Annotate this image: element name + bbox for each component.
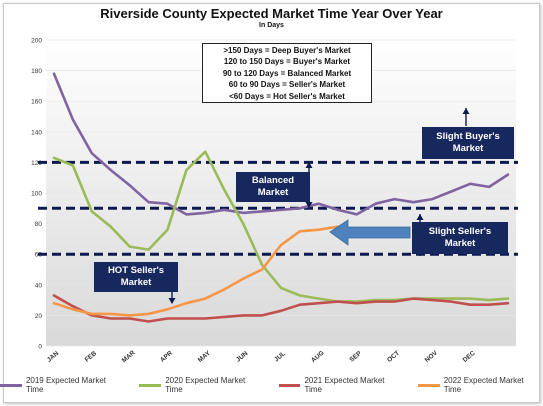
x-tick-labels: JAN FEB MAR APR MAY JUN JUL AUG SEP OCT NOV DEC — [46, 349, 477, 364]
legend-item-2019: 2019 Expected Market Time — [0, 376, 125, 394]
legend-item-2021: 2021 Expected Market Time — [278, 376, 404, 394]
definition-line: >150 Days = Deep Buyer's Market — [223, 46, 351, 55]
zone-label-hot: HOT Seller's Market — [94, 262, 178, 292]
zone-label-balanced: Balanced Market — [236, 172, 310, 202]
y-tick-label: 160 — [31, 99, 42, 106]
series-line-2020 — [52, 150, 510, 303]
x-tick-label: FEB — [84, 350, 99, 364]
x-tick-label: NOV — [424, 349, 440, 364]
y-tick-label: 180 — [31, 68, 42, 75]
arrow-head — [305, 162, 313, 168]
x-tick-label: DEC — [462, 350, 477, 364]
reference-lines — [38, 160, 518, 256]
y-tick-label: 40 — [35, 282, 43, 289]
legend-swatch — [139, 383, 162, 387]
x-tick-label: JUN — [235, 350, 250, 364]
chart-legend: 2019 Expected Market Time 2020 Expected … — [0, 376, 543, 394]
y-tick-label: 200 — [31, 38, 42, 45]
legend-item-2022: 2022 Expected Market Time — [417, 376, 543, 394]
x-tick-label: JAN — [46, 350, 61, 364]
y-tick-label: 140 — [31, 129, 42, 136]
legend-swatch — [278, 383, 301, 387]
series-lines — [52, 72, 510, 323]
series-line-2019 — [52, 72, 510, 216]
definition-line: 60 to 90 Days = Seller's Market — [228, 80, 346, 90]
arrow-head — [168, 298, 176, 304]
legend-swatch — [0, 383, 22, 387]
x-tick-label: MAR — [121, 349, 137, 364]
definition-line: 120 to 150 Days = Buyer's Market — [223, 57, 351, 67]
x-tick-label: MAY — [197, 349, 213, 364]
x-tick-label: JUL — [273, 350, 287, 363]
legend-label: 2019 Expected Market Time — [25, 376, 106, 394]
legend-item-2020: 2020 Expected Market Time — [139, 376, 264, 394]
y-tick-label: 20 — [35, 313, 43, 320]
market-definitions-box: >150 Days = Deep Buyer's Market 120 to 1… — [202, 43, 372, 103]
definition-line: <60 Days = Hot Seller's Market — [229, 91, 345, 101]
arrow-head — [305, 202, 313, 208]
x-tick-label: OCT — [386, 350, 401, 364]
y-tick-labels: 020406080100120140160180200 — [31, 38, 42, 351]
x-tick-label: SEP — [348, 350, 363, 364]
chart-title: Riverside County Expected Market Time Ye… — [100, 6, 443, 21]
y-tick-label: 100 — [31, 191, 42, 198]
zone-label-sellers: Slight Seller's Market — [412, 222, 508, 254]
zone-label-buyers: Slight Buyer's Market — [422, 127, 514, 159]
chart-subtitle: In Days — [259, 22, 284, 29]
y-tick-label: 0 — [38, 344, 42, 351]
x-tick-label: AUG — [310, 350, 326, 365]
definition-line: 90 to 120 Days = Balanced Market — [222, 68, 352, 78]
legend-swatch — [417, 383, 440, 387]
legend-label: 2022 Expected Market Time — [443, 376, 524, 394]
arrow-head — [416, 214, 424, 220]
y-tick-label: 120 — [31, 160, 42, 167]
x-tick-label: APR — [159, 350, 174, 364]
series-line-2021 — [52, 294, 510, 323]
series-line-2022 — [52, 225, 340, 317]
arrow-head — [462, 108, 470, 114]
y-tick-label: 80 — [35, 221, 43, 228]
highlight-arrow — [329, 219, 411, 246]
legend-label: 2021 Expected Market Time — [304, 376, 385, 394]
legend-label: 2020 Expected Market Time — [165, 376, 246, 394]
